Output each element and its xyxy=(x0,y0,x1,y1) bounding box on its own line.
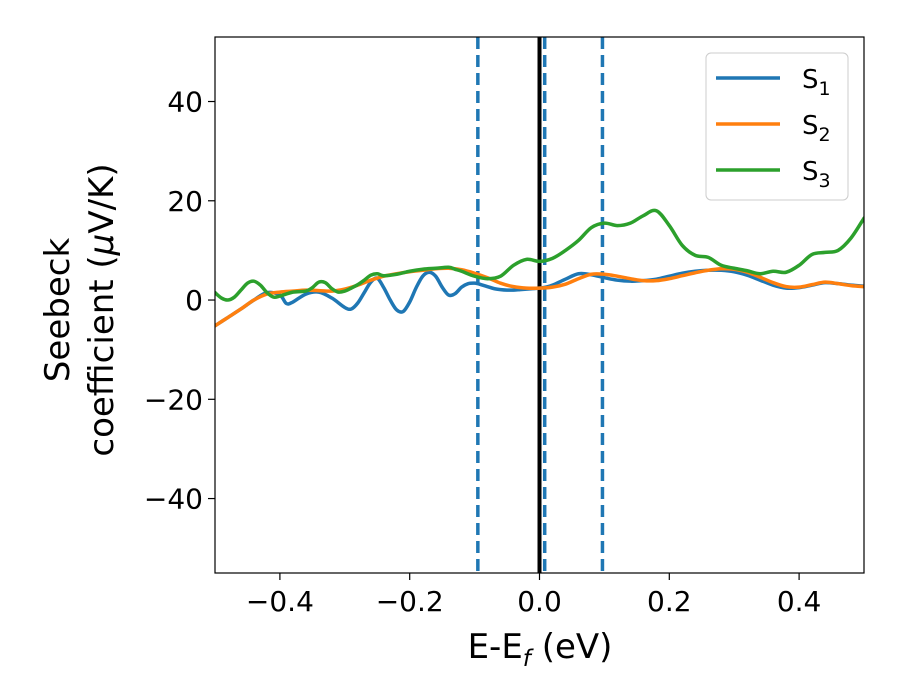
y-axis-title-mu: μ xyxy=(82,234,122,257)
legend-label-s2: S2 xyxy=(802,111,831,146)
series-lines xyxy=(215,208,864,328)
x-tick-label: 0.4 xyxy=(777,585,822,618)
x-tick-label: 0.0 xyxy=(517,585,562,618)
series-line-s2 xyxy=(215,266,864,328)
y-axis-ticks: −40 −20 0 20 40 xyxy=(144,86,215,516)
y-axis-title-line1: Seebeck xyxy=(38,238,78,383)
x-axis-title-unit: (eV) xyxy=(531,627,613,667)
legend-label-s1: S1 xyxy=(802,65,831,100)
legend-label-sub: 3 xyxy=(819,170,831,192)
y-axis-title-prefix: coefficient ( xyxy=(82,255,122,456)
x-tick-label: −0.4 xyxy=(246,585,314,618)
y-tick-label: 20 xyxy=(167,185,203,218)
y-axis-title-unit: V/K) xyxy=(82,163,122,233)
x-tick-label: −0.2 xyxy=(376,585,444,618)
y-axis-title-line2: coefficient (μV/K) xyxy=(82,163,122,456)
x-tick-label: 0.2 xyxy=(647,585,692,618)
x-axis-ticks: −0.4 −0.2 0.0 0.2 0.4 xyxy=(246,573,821,618)
y-tick-label: 0 xyxy=(185,284,203,317)
y-tick-label: −40 xyxy=(144,483,203,516)
x-axis-title-sub: f xyxy=(523,646,534,672)
x-axis-title: E-Ef (eV) xyxy=(468,627,613,672)
legend-box xyxy=(705,52,849,201)
legend-label-main: S xyxy=(802,157,819,187)
reference-lines xyxy=(476,37,605,573)
legend-label-sub: 1 xyxy=(819,78,831,100)
series-line-s3 xyxy=(215,208,864,302)
legend-label-sub: 2 xyxy=(819,124,831,146)
legend-label-main: S xyxy=(802,111,819,141)
legend-label-main: S xyxy=(802,65,819,95)
y-axis-title: Seebeck coefficient (μV/K) xyxy=(38,163,122,456)
legend-label-s3: S3 xyxy=(802,157,831,192)
y-tick-label: −20 xyxy=(144,383,203,416)
x-axis-title-main: E-E xyxy=(468,627,523,667)
y-tick-label: 40 xyxy=(167,86,203,119)
